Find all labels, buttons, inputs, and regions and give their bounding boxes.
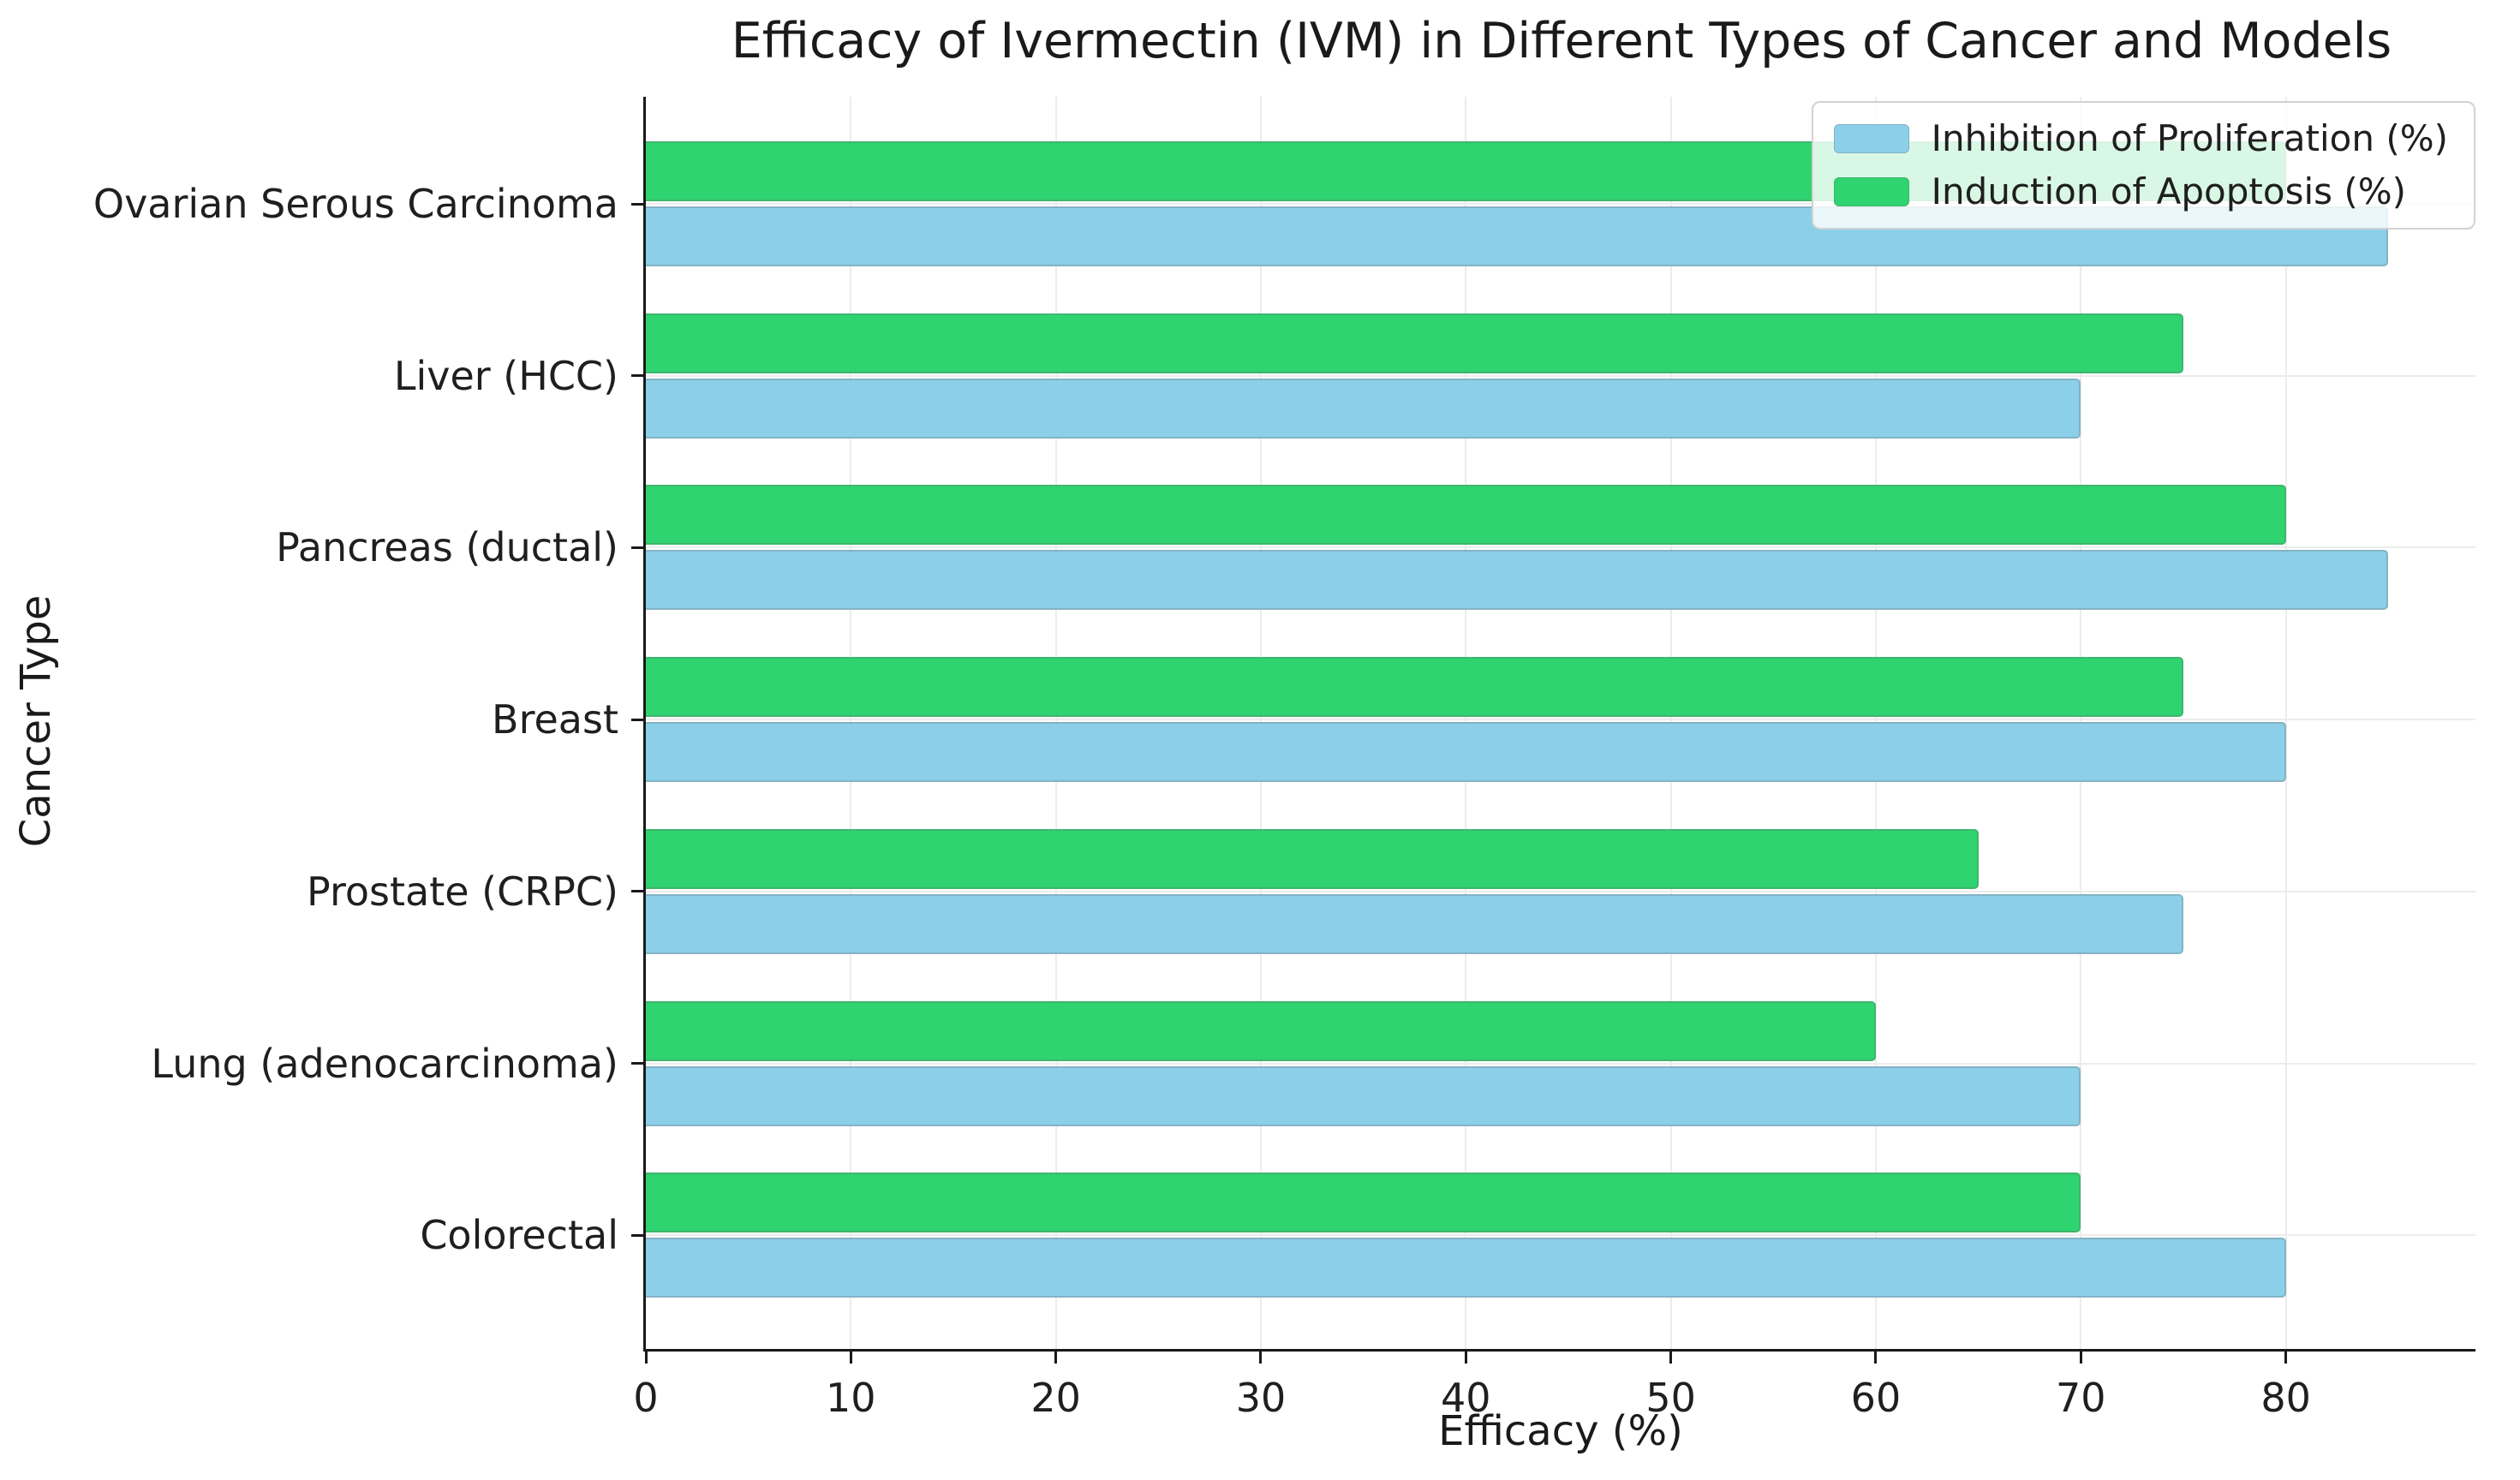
x-tick-label: 30 <box>1235 1375 1287 1421</box>
y-tick-mark <box>631 890 643 893</box>
bar-inhibition-of-proliferation <box>646 1238 2286 1298</box>
legend-item-apoptosis: Induction of Apoptosis (%) <box>1833 170 2448 212</box>
gridline-horizontal <box>646 374 2475 377</box>
y-tick-mark <box>631 202 643 206</box>
y-tick-mark <box>631 374 643 378</box>
bar-inhibition-of-proliferation <box>646 893 2183 954</box>
x-tick-label: 0 <box>633 1375 659 1421</box>
bar-induction-of-apoptosis <box>646 485 2286 546</box>
bar-induction-of-apoptosis <box>646 828 1979 889</box>
y-tick-label: Pancreas (ductal) <box>276 524 618 571</box>
y-tick-mark <box>631 718 643 721</box>
x-tick-mark <box>2079 1352 2082 1364</box>
y-tick-label: Liver (HCC) <box>393 352 618 399</box>
x-tick-mark <box>1259 1352 1263 1364</box>
x-tick-mark <box>1669 1352 1673 1364</box>
bar-inhibition-of-proliferation <box>646 1065 2081 1126</box>
bar-induction-of-apoptosis <box>646 657 2183 718</box>
bar-inhibition-of-proliferation <box>646 550 2389 611</box>
y-tick-mark <box>631 1062 643 1065</box>
legend-label-apoptosis: Induction of Apoptosis (%) <box>1931 170 2407 212</box>
y-tick-label: Colorectal <box>420 1212 618 1259</box>
y-tick-mark <box>631 1233 643 1237</box>
y-axis-spine <box>643 97 646 1352</box>
x-tick-label: 40 <box>1441 1375 1491 1421</box>
bar-induction-of-apoptosis <box>646 313 2183 373</box>
bar-induction-of-apoptosis <box>646 1173 2081 1233</box>
gridline-horizontal <box>646 1062 2475 1065</box>
x-tick-label: 50 <box>1645 1375 1696 1421</box>
gridline-vertical <box>2284 97 2287 1349</box>
x-tick-label: 60 <box>1850 1375 1902 1421</box>
x-tick-mark <box>644 1352 648 1364</box>
x-tick-mark <box>849 1352 852 1364</box>
legend-item-proliferation: Inhibition of Proliferation (%) <box>1833 117 2448 159</box>
x-tick-mark <box>2284 1352 2288 1364</box>
x-tick-mark <box>1464 1352 1467 1364</box>
legend-label-proliferation: Inhibition of Proliferation (%) <box>1931 117 2448 159</box>
y-tick-label: Prostate (CRPC) <box>307 868 618 915</box>
x-tick-label: 20 <box>1030 1375 1081 1421</box>
x-tick-mark <box>1874 1352 1878 1364</box>
gridline-horizontal <box>646 546 2475 549</box>
gridline-horizontal <box>646 890 2475 892</box>
y-axis-label: Cancer Type <box>12 594 60 848</box>
legend-swatch-apoptosis-icon <box>1833 177 1909 206</box>
y-tick-mark <box>631 546 643 549</box>
x-axis-label: Efficacy (%) <box>1438 1407 1683 1455</box>
y-tick-label: Ovarian Serous Carcinoma <box>93 181 618 227</box>
bar-inhibition-of-proliferation <box>646 378 2081 439</box>
plot-area: 0 10 20 30 40 50 60 70 80 Ovarian Serous Carcinom… <box>93 97 2475 1421</box>
x-tick-label: 10 <box>826 1375 876 1421</box>
bar-induction-of-apoptosis <box>646 1000 1876 1061</box>
y-tick-label: Breast <box>492 696 618 743</box>
bar-inhibition-of-proliferation <box>646 722 2286 783</box>
x-tick-label: 80 <box>2260 1375 2311 1421</box>
gridline-horizontal <box>646 1234 2475 1237</box>
legend-swatch-proliferation-icon <box>1833 124 1909 153</box>
chart-title: Efficacy of Ivermectin (IVM) in Differen… <box>731 13 2392 69</box>
legend: Inhibition of Proliferation (%) Inductio… <box>1811 101 2475 230</box>
x-tick-mark <box>1054 1352 1058 1364</box>
gridline-horizontal <box>646 719 2475 721</box>
y-tick-label: Lung (adenocarcinoma) <box>151 1040 618 1087</box>
x-tick-label: 70 <box>2056 1375 2106 1421</box>
x-axis-spine <box>643 1349 2475 1352</box>
gridline-horizontal <box>646 203 2475 205</box>
